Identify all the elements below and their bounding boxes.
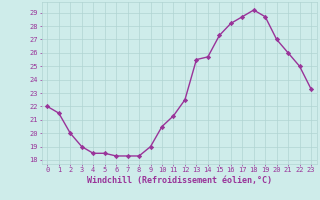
X-axis label: Windchill (Refroidissement éolien,°C): Windchill (Refroidissement éolien,°C) (87, 176, 272, 185)
